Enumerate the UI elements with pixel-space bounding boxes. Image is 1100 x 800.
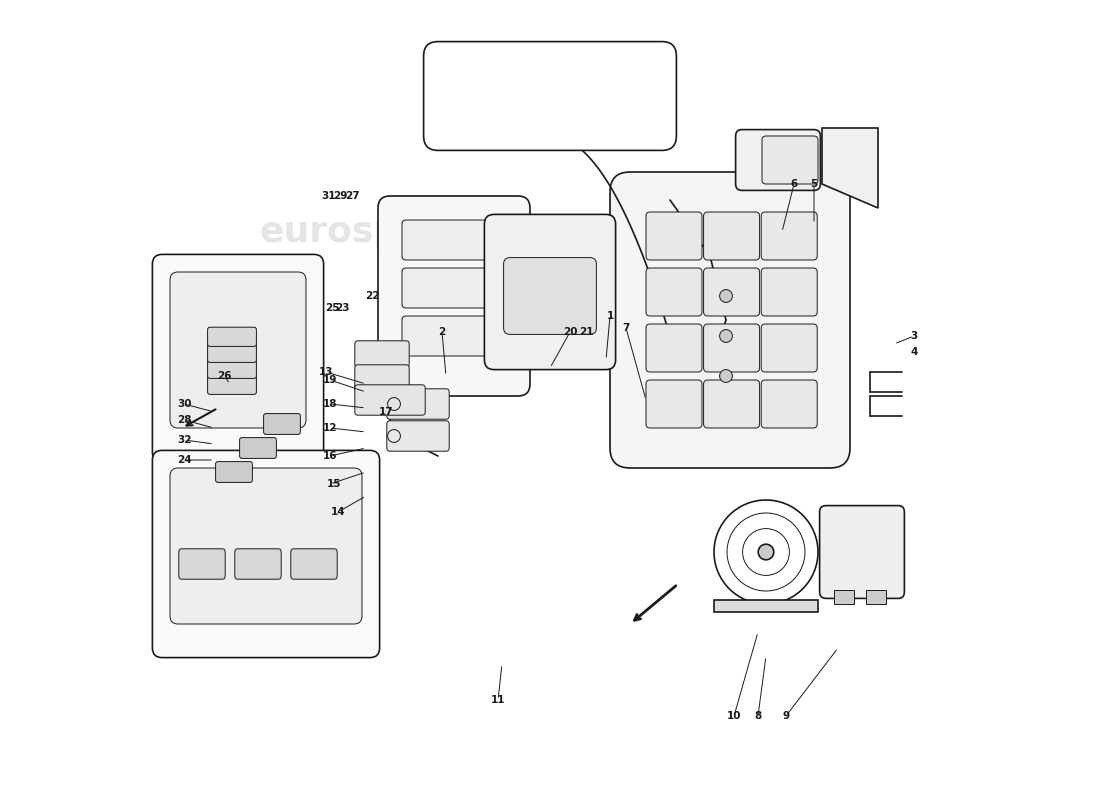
FancyBboxPatch shape xyxy=(208,375,256,394)
Text: 23: 23 xyxy=(334,303,350,313)
FancyBboxPatch shape xyxy=(378,196,530,396)
Text: 28: 28 xyxy=(177,415,191,425)
Circle shape xyxy=(719,330,733,342)
FancyBboxPatch shape xyxy=(264,414,300,434)
FancyBboxPatch shape xyxy=(484,214,616,370)
Text: 18: 18 xyxy=(322,399,338,409)
FancyBboxPatch shape xyxy=(216,462,252,482)
Text: 8: 8 xyxy=(755,711,761,721)
FancyBboxPatch shape xyxy=(179,549,226,579)
Text: 17: 17 xyxy=(378,407,394,417)
Text: 13: 13 xyxy=(319,367,333,377)
Text: 25: 25 xyxy=(326,303,340,313)
FancyBboxPatch shape xyxy=(355,385,426,415)
FancyBboxPatch shape xyxy=(208,359,256,378)
Polygon shape xyxy=(822,128,878,208)
Bar xyxy=(866,590,886,604)
Text: 5: 5 xyxy=(811,179,817,189)
Circle shape xyxy=(758,544,773,560)
Circle shape xyxy=(719,370,733,382)
FancyBboxPatch shape xyxy=(646,268,702,316)
FancyBboxPatch shape xyxy=(208,343,256,362)
Text: 6: 6 xyxy=(791,179,798,189)
FancyBboxPatch shape xyxy=(387,421,449,451)
Text: 14: 14 xyxy=(331,507,345,517)
Text: eurospares: eurospares xyxy=(619,383,848,417)
Text: 2: 2 xyxy=(439,327,446,337)
Text: 16: 16 xyxy=(322,451,338,461)
Circle shape xyxy=(714,500,818,604)
Text: 12: 12 xyxy=(322,423,338,433)
Text: 19: 19 xyxy=(322,375,338,385)
Text: 22: 22 xyxy=(365,291,380,301)
Text: eurospares: eurospares xyxy=(260,215,488,249)
FancyBboxPatch shape xyxy=(355,341,409,367)
FancyBboxPatch shape xyxy=(646,324,702,372)
FancyBboxPatch shape xyxy=(704,212,760,260)
Text: 1: 1 xyxy=(606,311,614,321)
FancyBboxPatch shape xyxy=(761,324,817,372)
FancyBboxPatch shape xyxy=(387,389,449,419)
FancyBboxPatch shape xyxy=(761,268,817,316)
FancyBboxPatch shape xyxy=(290,549,338,579)
Text: 29: 29 xyxy=(333,191,348,201)
Circle shape xyxy=(719,290,733,302)
FancyBboxPatch shape xyxy=(424,42,676,150)
FancyBboxPatch shape xyxy=(170,468,362,624)
Text: 31: 31 xyxy=(321,191,336,201)
FancyBboxPatch shape xyxy=(646,212,702,260)
Text: 32: 32 xyxy=(177,435,191,445)
FancyBboxPatch shape xyxy=(153,450,380,658)
Text: 27: 27 xyxy=(345,191,360,201)
FancyBboxPatch shape xyxy=(704,380,760,428)
FancyBboxPatch shape xyxy=(761,380,817,428)
FancyBboxPatch shape xyxy=(704,324,760,372)
FancyBboxPatch shape xyxy=(504,258,596,334)
Text: 9: 9 xyxy=(782,711,790,721)
Bar xyxy=(714,600,818,612)
FancyBboxPatch shape xyxy=(208,327,256,346)
FancyBboxPatch shape xyxy=(762,136,818,184)
FancyBboxPatch shape xyxy=(610,172,850,468)
Text: 10: 10 xyxy=(727,711,741,721)
FancyBboxPatch shape xyxy=(153,254,323,462)
Text: 15: 15 xyxy=(327,479,341,489)
FancyBboxPatch shape xyxy=(402,220,506,260)
FancyBboxPatch shape xyxy=(646,380,702,428)
Text: 26: 26 xyxy=(217,371,232,381)
Text: 7: 7 xyxy=(623,323,629,333)
FancyBboxPatch shape xyxy=(170,272,306,428)
Text: 3: 3 xyxy=(911,331,917,341)
FancyBboxPatch shape xyxy=(234,549,282,579)
FancyBboxPatch shape xyxy=(402,268,506,308)
Text: 4: 4 xyxy=(911,347,917,357)
Text: 24: 24 xyxy=(177,455,191,465)
FancyBboxPatch shape xyxy=(355,365,409,391)
FancyBboxPatch shape xyxy=(402,316,506,356)
Text: 21: 21 xyxy=(579,327,593,337)
Text: 20: 20 xyxy=(563,327,578,337)
FancyBboxPatch shape xyxy=(736,130,821,190)
Text: 30: 30 xyxy=(177,399,191,409)
FancyBboxPatch shape xyxy=(704,268,760,316)
FancyBboxPatch shape xyxy=(820,506,904,598)
FancyBboxPatch shape xyxy=(240,438,276,458)
Text: 11: 11 xyxy=(491,695,505,705)
Bar xyxy=(834,590,854,604)
FancyBboxPatch shape xyxy=(761,212,817,260)
